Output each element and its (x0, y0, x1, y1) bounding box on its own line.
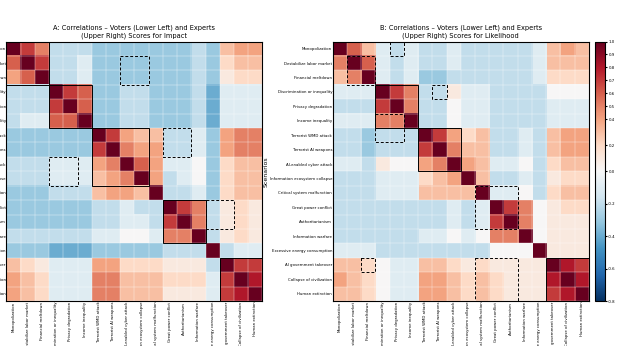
Bar (220, 258, 262, 301)
Bar (475, 186, 518, 229)
Bar (205, 200, 234, 229)
Bar (546, 258, 589, 301)
Bar (163, 200, 205, 243)
Y-axis label: Scenarios: Scenarios (263, 156, 268, 186)
Bar (120, 56, 148, 85)
Bar (347, 56, 376, 85)
Bar (376, 85, 418, 128)
Bar (163, 128, 191, 157)
Bar (49, 157, 77, 186)
Bar (376, 113, 404, 143)
Bar (49, 85, 92, 128)
Title: A: Correlations – Voters (Lower Left) and Experts
(Upper Right) Scores for Impac: A: Correlations – Voters (Lower Left) an… (53, 25, 216, 39)
Bar (390, 42, 404, 56)
Title: B: Correlations – Voters (Lower Left) and Experts
(Upper Right) Scores for Likel: B: Correlations – Voters (Lower Left) an… (380, 25, 542, 39)
Bar (433, 85, 447, 99)
Bar (418, 128, 461, 171)
Bar (6, 42, 49, 85)
Bar (475, 258, 518, 301)
Bar (361, 258, 376, 272)
Bar (92, 128, 148, 186)
